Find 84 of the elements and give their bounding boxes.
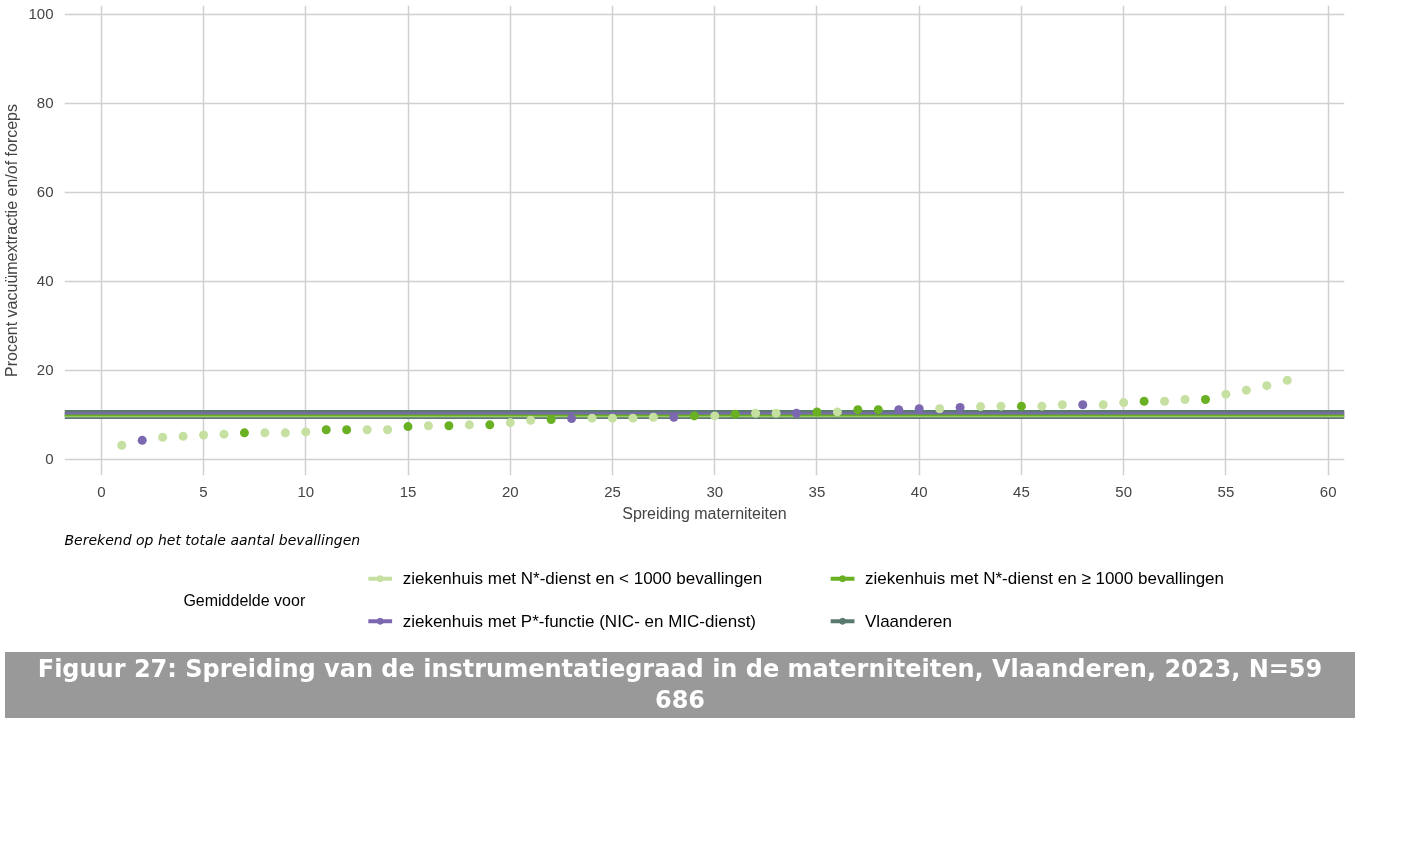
y-tick-label: 80	[36, 94, 54, 112]
point	[587, 413, 597, 423]
x-tick-label: 25	[604, 482, 621, 500]
x-tick-label: 50	[1115, 482, 1133, 500]
point	[914, 404, 924, 414]
legend-label: ziekenhuis met N*-dienst en < 1000 bevallingen	[402, 569, 763, 589]
legend-label: ziekenhuis met N*-dienst en ≥ 1000 bevallingen	[865, 569, 1225, 589]
x-tick-label: 20	[501, 482, 519, 500]
legend-label: ziekenhuis met P*-functie (NIC- en MIC-dienst)	[402, 611, 757, 631]
point	[1119, 398, 1129, 408]
point	[792, 408, 802, 418]
x-tick-label: 60	[1319, 482, 1337, 500]
point	[1241, 385, 1251, 395]
point	[832, 407, 842, 417]
x-tick-label: 55	[1217, 482, 1235, 500]
text: Berekend op het totale aantal bevallingen	[64, 531, 361, 548]
point	[873, 405, 883, 415]
point	[628, 413, 638, 423]
text: Figuur 27: Spreiding van de instrumentatiegraad in de materniteiten, Vlaanderen, 2023, N=59 686	[5, 652, 1355, 719]
point	[321, 425, 331, 435]
y-tick-label: 100	[28, 5, 54, 23]
point	[219, 429, 229, 439]
point	[260, 428, 270, 438]
point	[689, 411, 699, 421]
point	[567, 414, 577, 424]
point	[1160, 396, 1170, 406]
point	[526, 415, 536, 425]
point	[199, 430, 209, 440]
y-tick-label: 40	[36, 272, 54, 290]
point	[1016, 401, 1026, 411]
point	[730, 409, 740, 419]
point	[464, 420, 474, 430]
point	[1078, 400, 1088, 410]
point	[751, 408, 761, 418]
y-axis-title: Procent vacuümextractie en/of forceps	[3, 103, 21, 378]
point	[996, 401, 1006, 411]
point	[894, 405, 904, 415]
x-tick-label: 0	[97, 482, 106, 500]
x-tick-label: 30	[706, 482, 724, 500]
x-axis-title: Spreiding materniteiten	[622, 504, 787, 522]
point	[158, 432, 168, 442]
point	[1098, 400, 1108, 410]
point	[955, 402, 965, 412]
point	[812, 407, 822, 417]
x-tick-label: 5	[199, 482, 208, 500]
x-tick-label: 15	[399, 482, 417, 500]
point	[178, 431, 188, 441]
point	[137, 435, 147, 445]
point	[976, 402, 986, 412]
point	[1037, 401, 1047, 411]
point	[1139, 396, 1149, 406]
point	[485, 420, 495, 430]
x-tick-label: 45	[1013, 482, 1030, 500]
point	[403, 422, 413, 432]
point	[342, 425, 352, 435]
y-tick-label: 0	[45, 450, 54, 468]
point	[1221, 389, 1231, 399]
point	[505, 418, 515, 428]
point	[853, 405, 863, 415]
point	[1057, 400, 1067, 410]
point	[1282, 375, 1292, 385]
point	[301, 427, 311, 437]
point	[280, 428, 290, 438]
point	[648, 412, 658, 422]
point	[1262, 381, 1272, 391]
point	[1180, 394, 1190, 404]
point	[383, 425, 393, 435]
y-tick-label: 60	[36, 183, 54, 201]
legend-title: Gemiddelde voor	[183, 591, 306, 609]
point	[117, 440, 127, 450]
point	[362, 425, 372, 435]
x-tick-label: 40	[910, 482, 928, 500]
point	[710, 411, 720, 421]
point	[771, 408, 781, 418]
point	[607, 413, 617, 423]
point	[1200, 394, 1210, 404]
x-tick-label: 10	[297, 482, 315, 500]
y-tick-label: 20	[36, 361, 54, 379]
point	[239, 428, 249, 438]
legend-label: Vlaanderen	[865, 611, 952, 631]
point	[444, 421, 454, 431]
point	[935, 404, 945, 414]
x-tick-label: 35	[808, 482, 826, 500]
point	[423, 421, 433, 431]
